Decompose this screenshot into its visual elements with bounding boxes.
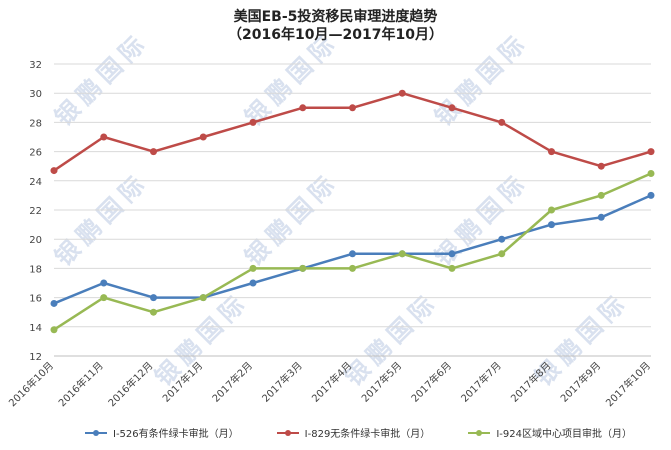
y-tick-label: 32	[29, 60, 42, 71]
legend-swatch	[468, 429, 491, 436]
data-point	[50, 167, 58, 175]
y-tick-label: 12	[29, 352, 42, 363]
chart-title: 美国EB-5投资移民审理进度趋势	[233, 9, 438, 25]
data-point	[249, 264, 257, 272]
x-tick-label: 2017年8月	[508, 359, 554, 405]
data-point	[398, 89, 406, 97]
legend-item: I-829无条件绿卡审批（月）	[276, 425, 431, 440]
x-tick-label: 2017年4月	[309, 359, 355, 405]
x-tick-label: 2017年3月	[259, 359, 305, 405]
data-point	[50, 299, 58, 307]
y-tick-label: 28	[29, 118, 42, 129]
legend-marker	[284, 429, 291, 436]
data-point	[498, 235, 506, 243]
x-tick-label: 2017年10月	[603, 359, 653, 409]
data-point	[50, 326, 58, 334]
y-tick-label: 20	[29, 235, 42, 246]
y-tick-label: 18	[29, 264, 42, 275]
data-point	[448, 250, 456, 258]
data-point	[647, 170, 655, 177]
data-point	[249, 279, 257, 287]
data-point	[597, 213, 605, 221]
x-tick-label: 2017年1月	[160, 359, 206, 405]
y-tick-label: 30	[29, 89, 42, 100]
x-tick-label: 2017年2月	[209, 359, 255, 405]
data-point	[100, 279, 108, 287]
data-point	[249, 118, 257, 126]
legend-marker	[476, 429, 483, 436]
data-point	[548, 221, 555, 229]
data-point	[548, 206, 555, 214]
legend-swatch	[276, 429, 299, 436]
legend-swatch	[85, 429, 107, 436]
y-tick-label: 24	[29, 177, 42, 188]
data-point	[150, 308, 157, 316]
data-point	[150, 294, 157, 302]
legend-label: I-924区域中心项目审批（月）	[496, 429, 632, 440]
x-tick-label: 2017年9月	[558, 359, 604, 405]
x-tick-label: 2017年6月	[408, 359, 454, 405]
data-point	[299, 104, 307, 112]
legend-marker	[93, 429, 99, 436]
data-point	[299, 264, 307, 272]
y-tick-label: 26	[29, 148, 42, 159]
data-point	[349, 264, 356, 272]
legend-label: I-829无条件绿卡审批（月）	[304, 429, 431, 440]
data-point	[349, 250, 356, 258]
chart-subtitle: （2016年10月—2017年10月）	[228, 27, 443, 43]
x-tick-label: 2017年5月	[359, 359, 405, 405]
data-point	[448, 264, 456, 272]
data-point	[597, 191, 605, 199]
data-point	[349, 104, 356, 112]
y-tick-label: 16	[29, 294, 42, 305]
data-point	[498, 250, 506, 258]
data-point	[597, 162, 605, 170]
data-point	[150, 148, 157, 156]
legend-item: I-526有条件绿卡审批（月）	[85, 425, 239, 440]
data-point	[100, 133, 108, 141]
y-tick-label: 22	[29, 206, 42, 217]
data-point	[548, 148, 555, 156]
data-point	[498, 118, 506, 126]
data-point	[199, 294, 207, 302]
x-tick-label: 2016年12月	[105, 359, 155, 409]
data-point	[398, 250, 406, 258]
legend-label: I-526有条件绿卡审批（月）	[113, 429, 239, 440]
x-tick-label: 2016年11月	[56, 359, 106, 409]
legend-item: I-924区域中心项目审批（月）	[468, 425, 632, 440]
x-tick-label: 2016年10月	[6, 359, 56, 409]
chart-legend: I-526有条件绿卡审批（月） I-829无条件绿卡审批（月） I-924区域中心项…	[85, 425, 632, 440]
data-point	[100, 294, 108, 302]
data-point	[448, 104, 456, 112]
series-line-1	[53, 194, 652, 305]
y-tick-label: 14	[29, 323, 42, 334]
data-point	[647, 191, 655, 199]
x-tick-label: 2017年7月	[458, 359, 504, 405]
data-point	[199, 133, 207, 141]
data-point	[647, 148, 655, 156]
